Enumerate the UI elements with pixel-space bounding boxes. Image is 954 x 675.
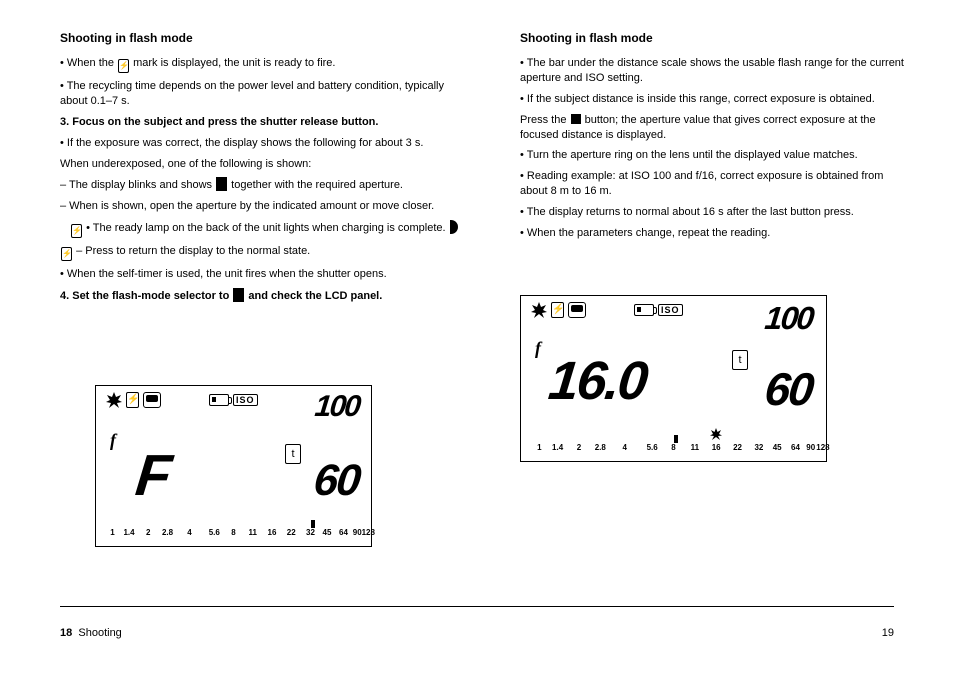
- lcd2-scale: 11.422.845.6811162232456490128: [521, 443, 826, 457]
- lcd2-top-row: ⚡ ISO: [531, 302, 683, 318]
- burst-icon: [106, 392, 122, 408]
- scale-tick: 128: [362, 528, 375, 537]
- right-p4: • Turn the aperture ring on the lens unt…: [520, 148, 910, 163]
- left-note2: • When the self-timer is used, the unit …: [60, 267, 460, 282]
- lcd1-scale: 11.422.845.6811162232456490128: [96, 528, 371, 542]
- left-p2: • The recycling time depends on the powe…: [60, 79, 460, 109]
- page-number-right: 19: [882, 627, 894, 639]
- lcd2-burst-marker: [710, 427, 722, 445]
- scale-tick: 4: [622, 443, 626, 452]
- lcd2-iso-value: 100: [763, 300, 814, 337]
- lcd1-f-label: f: [110, 430, 116, 451]
- left-ba2: – When is shown, open the aperture by th…: [60, 199, 460, 214]
- lcd1-main-f: F: [132, 442, 172, 509]
- iso-label: ISO: [233, 394, 258, 406]
- left-step3: 3. Focus on the subject and press the sh…: [60, 115, 460, 130]
- flash-icon: ⚡: [551, 302, 564, 318]
- iso-label: ISO: [658, 304, 683, 316]
- scale-tick: 22: [287, 528, 296, 537]
- right-p6: • The display returns to normal about 16…: [520, 205, 910, 220]
- left-ba3: ⚡ – Press to return the display to the n…: [60, 244, 460, 261]
- lcd2-t-box: t: [732, 350, 748, 370]
- flash-icon: ⚡: [126, 392, 139, 408]
- scale-tick: 8: [231, 528, 235, 537]
- flash-icon: ⚡: [61, 247, 72, 261]
- left-undera: When underexposed, one of the following …: [60, 157, 460, 172]
- scale-tick: 32: [754, 443, 763, 452]
- right-p7: • When the parameters change, repeat the…: [520, 226, 910, 241]
- right-p3: Press the button; the aperture value tha…: [520, 113, 910, 143]
- scale-tick: 32: [306, 528, 315, 537]
- right-p5: • Reading example: at ISO 100 and f/16, …: [520, 169, 910, 199]
- lcd2-t-value: 60: [762, 362, 815, 416]
- scale-tick: 2: [146, 528, 150, 537]
- lcd-panel-2: ⚡ ISO 100 f 16.0 t 60 11.422.845.6811162…: [520, 295, 827, 462]
- mode-icon: [143, 392, 161, 408]
- right-p2: • If the subject distance is inside this…: [520, 92, 910, 107]
- scale-tick: 11: [249, 528, 257, 537]
- page-number-left: 18 Shooting: [60, 627, 122, 639]
- scale-tick: 2.8: [162, 528, 173, 537]
- lcd2-f-value: 16.0: [546, 350, 650, 412]
- scale-tick: 45: [323, 528, 332, 537]
- scale-tick: 90: [806, 443, 815, 452]
- scale-tick: 1: [110, 528, 114, 537]
- left-step4: 4. Set the flash-mode selector to and ch…: [60, 288, 460, 304]
- right-heading: Shooting in flash mode: [520, 30, 910, 46]
- lcd1-iso-value: 100: [313, 390, 361, 424]
- scale-tick: 16: [268, 528, 277, 537]
- half-disc-icon: [450, 220, 458, 234]
- lcd1-t-value: 60: [311, 456, 361, 506]
- lcd1-marker: [311, 520, 315, 528]
- scale-tick: 90: [353, 528, 362, 537]
- scale-tick: 128: [816, 443, 829, 452]
- scale-tick: 5.6: [647, 443, 658, 452]
- left-column: Shooting in flash mode • When the ⚡ mark…: [60, 30, 460, 310]
- scale-tick: 11: [691, 443, 699, 452]
- scale-tick: 45: [773, 443, 782, 452]
- scale-tick: 8: [671, 443, 675, 452]
- scale-tick: 2: [577, 443, 581, 452]
- left-heading: Shooting in flash mode: [60, 30, 460, 46]
- scale-tick: 2.8: [595, 443, 606, 452]
- lcd1-top-row: ⚡ ISO: [106, 392, 258, 408]
- scale-tick: 1.4: [552, 443, 563, 452]
- scale-tick: 5.6: [209, 528, 220, 537]
- scale-tick: 22: [733, 443, 742, 452]
- mode-square-icon: [233, 288, 244, 302]
- lcd1-t-box: t: [285, 444, 301, 464]
- button-dot-icon: [571, 114, 581, 124]
- lcd2-marker: [674, 435, 678, 443]
- mode-icon: [568, 302, 586, 318]
- scale-tick: 1.4: [123, 528, 134, 537]
- scale-tick: 64: [791, 443, 800, 452]
- flash-icon: ⚡: [71, 224, 82, 238]
- footer-rule: [60, 606, 894, 607]
- black-square-icon: [216, 177, 227, 191]
- battery-icon: [209, 394, 229, 406]
- left-ba2i: ⚡ • The ready lamp on the back of the un…: [60, 220, 460, 238]
- battery-icon: [634, 304, 654, 316]
- left-ba1: – The display blinks and shows together …: [60, 177, 460, 193]
- lcd-panel-1: ⚡ ISO 100 f F t 60 1 1.4 2 2.8 4 5.6 8 11 16 22 32…: [95, 385, 372, 547]
- flash-icon: ⚡: [118, 59, 129, 73]
- lcd2-f-label: f: [535, 338, 541, 359]
- left-p1: • When the ⚡ mark is displayed, the unit…: [60, 56, 460, 73]
- scale-tick: 4: [187, 528, 191, 537]
- right-column: Shooting in flash mode • The bar under t…: [520, 30, 910, 247]
- burst-icon: [531, 302, 547, 318]
- left-note1: • If the exposure was correct, the displ…: [60, 136, 460, 151]
- right-p1: • The bar under the distance scale shows…: [520, 56, 910, 86]
- scale-tick: 64: [339, 528, 348, 537]
- scale-tick: 1: [537, 443, 541, 452]
